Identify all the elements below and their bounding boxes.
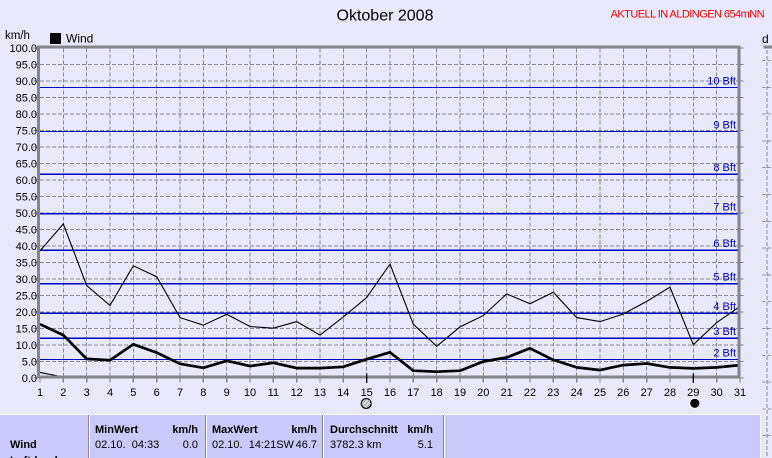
svg-text:10.0: 10.0	[16, 340, 37, 352]
svg-text:3: 3	[84, 387, 90, 399]
svg-text:5.0: 5.0	[22, 357, 37, 369]
svg-text:8 Bft: 8 Bft	[713, 162, 736, 174]
svg-text:35.0: 35.0	[16, 258, 37, 270]
svg-text:45.0: 45.0	[16, 225, 37, 237]
svg-text:80.0: 80.0	[16, 109, 37, 121]
svg-text:13: 13	[314, 387, 326, 399]
svg-text:Oktober 2008: Oktober 2008	[337, 8, 434, 25]
svg-text:d: d	[762, 32, 769, 46]
svg-text:30: 30	[711, 387, 723, 399]
svg-text:31: 31	[734, 387, 746, 399]
svg-text:55.0: 55.0	[16, 192, 37, 204]
svg-text:4 Bft: 4 Bft	[713, 301, 736, 313]
svg-text:AKTUELL IN ALDINGEN 654mNN: AKTUELL IN ALDINGEN 654mNN	[611, 9, 765, 21]
svg-text:15.0: 15.0	[16, 324, 37, 336]
svg-text:19: 19	[454, 387, 466, 399]
svg-text:5: 5	[130, 387, 136, 399]
svg-text:7: 7	[177, 387, 183, 399]
svg-text:17: 17	[407, 387, 419, 399]
svg-text:3 Bft: 3 Bft	[713, 326, 736, 338]
svg-text:10 Bft: 10 Bft	[707, 75, 736, 87]
svg-text:28: 28	[664, 387, 676, 399]
svg-text:12: 12	[291, 387, 303, 399]
svg-text:25.0: 25.0	[16, 291, 37, 303]
svg-text:25: 25	[594, 387, 606, 399]
svg-text:70.0: 70.0	[16, 142, 37, 154]
svg-text:23: 23	[547, 387, 559, 399]
svg-text:Wind: Wind	[66, 32, 93, 46]
svg-text:0.0: 0.0	[22, 373, 37, 385]
svg-text:22: 22	[524, 387, 536, 399]
svg-text:90.0: 90.0	[16, 76, 37, 88]
svg-text:9: 9	[224, 387, 230, 399]
svg-text:27: 27	[641, 387, 653, 399]
svg-text:11: 11	[268, 387, 279, 399]
svg-text:6: 6	[154, 387, 160, 399]
svg-text:6 Bft: 6 Bft	[713, 238, 736, 250]
svg-text:40.0: 40.0	[16, 241, 37, 253]
svg-text:95.0: 95.0	[16, 60, 37, 72]
svg-text:60.0: 60.0	[16, 175, 37, 187]
svg-text:30.0: 30.0	[16, 274, 37, 286]
svg-text:24: 24	[571, 387, 583, 399]
svg-text:20.0: 20.0	[16, 307, 37, 319]
svg-text:18: 18	[431, 387, 443, 399]
svg-text:1: 1	[37, 387, 43, 399]
svg-text:16: 16	[384, 387, 396, 399]
svg-text:2 Bft: 2 Bft	[713, 347, 736, 359]
svg-text:50.0: 50.0	[16, 208, 37, 220]
svg-text:21: 21	[501, 387, 513, 399]
svg-text:100.0: 100.0	[9, 43, 37, 55]
svg-text:85.0: 85.0	[16, 93, 37, 105]
svg-text:7 Bft: 7 Bft	[713, 202, 736, 214]
svg-text:5 Bft: 5 Bft	[713, 272, 736, 284]
svg-text:14: 14	[337, 387, 349, 399]
svg-text:26: 26	[617, 387, 629, 399]
svg-text:2: 2	[60, 387, 66, 399]
svg-text:29: 29	[687, 387, 699, 399]
svg-text:65.0: 65.0	[16, 159, 37, 171]
svg-text:8: 8	[200, 387, 206, 399]
svg-text:20: 20	[477, 387, 489, 399]
svg-text:9 Bft: 9 Bft	[713, 119, 736, 131]
svg-text:15: 15	[361, 387, 373, 399]
svg-text:km/h: km/h	[5, 30, 30, 42]
svg-text:10: 10	[244, 387, 256, 399]
svg-text:75.0: 75.0	[16, 126, 37, 138]
svg-text:4: 4	[107, 387, 113, 399]
